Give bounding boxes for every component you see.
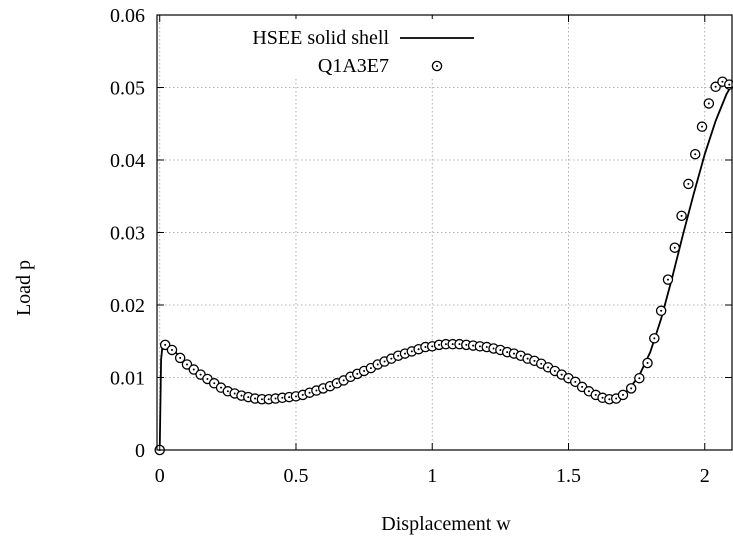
x-tick-label: 1.5 <box>556 465 581 487</box>
data-point-marker <box>703 98 715 109</box>
data-point-marker <box>683 178 694 190</box>
data-point-marker <box>625 383 637 394</box>
data-point-marker <box>166 344 178 356</box>
tick-labels: 0 0.5 1 1.5 2 0 0.01 0.02 0.03 0.04 0.05 0.06 <box>110 5 710 487</box>
y-tick-label: 0.02 <box>110 295 145 317</box>
data-point-marker <box>676 210 687 222</box>
data-point-marker <box>710 81 721 93</box>
y-tick-label: 0.01 <box>110 368 145 390</box>
data-point-marker <box>724 79 733 90</box>
data-point-marker <box>696 121 708 132</box>
legend-label-q1a3e7: Q1A3E7 <box>318 55 389 77</box>
legend: HSEE solid shell Q1A3E7 <box>163 19 485 77</box>
x-tick-label: 0.5 <box>283 465 308 487</box>
y-tick-label: 0 <box>135 440 145 462</box>
x-axis-title: Displacement w <box>381 513 511 535</box>
x-tick-label: 0 <box>155 465 165 487</box>
y-axis-title: Load p <box>13 260 35 316</box>
y-tick-label: 0.05 <box>110 78 145 100</box>
data-point-marker <box>655 305 667 317</box>
data-point-marker <box>590 389 601 401</box>
grid <box>157 14 732 451</box>
y-tick-label: 0.04 <box>110 150 145 172</box>
x-tick-label: 2 <box>700 465 710 487</box>
legend-label-hsee: HSEE solid shell <box>252 27 389 49</box>
data-point-marker <box>570 376 581 388</box>
y-tick-label: 0.03 <box>110 223 145 245</box>
data-point-marker <box>188 364 200 375</box>
data-point-marker <box>159 339 171 351</box>
data-point-marker <box>634 372 645 384</box>
data-point-marker <box>642 357 653 369</box>
data-point-marker <box>617 389 629 401</box>
axis-ticks <box>157 14 732 451</box>
legend-background <box>163 19 485 77</box>
y-tick-label: 0.06 <box>110 5 145 27</box>
data-point-marker <box>689 148 701 160</box>
data-point-marker <box>174 352 186 364</box>
data-point-marker <box>662 274 674 285</box>
x-tick-label: 1 <box>427 465 437 487</box>
data-point-marker <box>181 359 193 370</box>
series-marker-layer <box>154 76 733 456</box>
data-point-marker <box>669 242 681 253</box>
data-point-marker <box>649 333 660 344</box>
legend-marker-swatch <box>431 60 443 72</box>
